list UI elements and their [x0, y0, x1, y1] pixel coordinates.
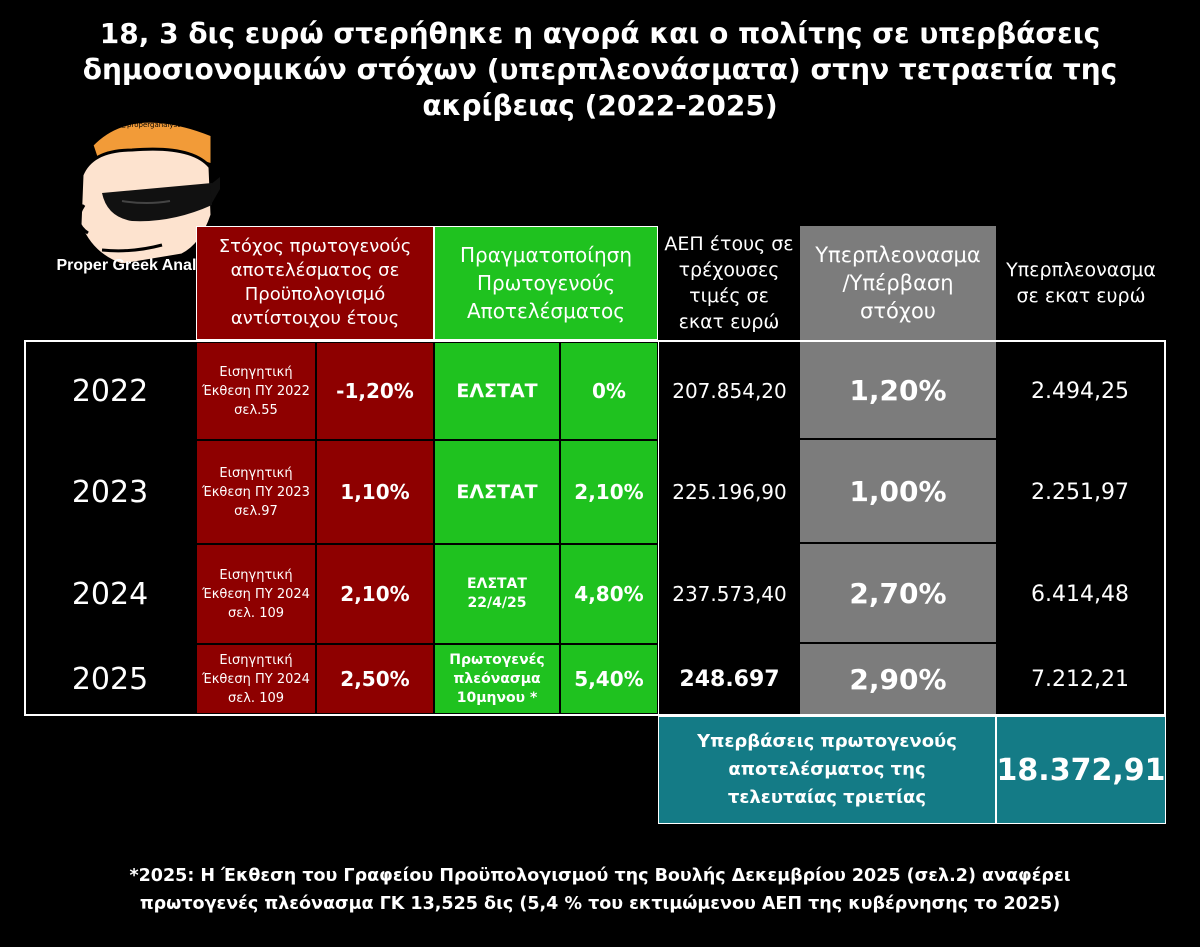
footnote-line-2: πρωτογενές πλεόνασμα ΓΚ 13,525 δις (5,4 … — [139, 894, 1061, 914]
surplus-meur-value: 2.494,25 — [996, 342, 1164, 440]
actual-value: 5,40% — [560, 644, 658, 714]
header-surplus-meur-label: Υπερπλεονασμα σε εκατ ευρώ — [1006, 259, 1156, 307]
title-line-2: δημοσιονομικών στόχων (υπερπλεονάσματα) … — [82, 53, 1118, 86]
overshoot-value: 1,00% — [800, 440, 996, 544]
target-value: 2,50% — [316, 644, 434, 714]
summary-value: 18.372,91 — [996, 752, 1166, 788]
row-year: 2022 — [26, 342, 194, 440]
actual-value: 2,10% — [560, 440, 658, 544]
logo-character-illustration: @properganalyst — [77, 114, 220, 269]
gdp-value: 207.854,20 — [658, 342, 800, 440]
surplus-meur-value: 6.414,48 — [996, 544, 1164, 644]
target-source: Εισηγητική Έκθεση ΠΥ 2024 σελ. 109 — [196, 644, 316, 714]
header-overshoot: Υπερπλεονασμα /Υπέρβαση στόχου — [800, 226, 996, 340]
target-source: Εισηγητική Έκθεση ΠΥ 2024 σελ. 109 — [196, 544, 316, 644]
summary-label-cell: Υπερβάσεις πρωτογενούς αποτελέσματος της… — [658, 716, 996, 824]
header-surplus-meur: Υπερπλεονασμα σε εκατ ευρώ — [996, 226, 1166, 340]
header-target-label: Στόχος πρωτογενούς αποτελέσματος σε Προϋ… — [218, 236, 412, 329]
target-source: Εισηγητική Έκθεση ΠΥ 2023 σελ.97 — [196, 440, 316, 544]
footnote: *2025: Η Έκθεση του Γραφείου Προϋπολογισ… — [40, 862, 1160, 918]
overshoot-value: 1,20% — [800, 342, 996, 440]
actual-source: Πρωτογενές πλεόνασμα 10μηνου * — [434, 644, 560, 714]
actual-value: 4,80% — [560, 544, 658, 644]
row-year: 2023 — [26, 440, 194, 544]
page-title: 18, 3 δις ευρώ στερήθηκε η αγορά και ο π… — [40, 16, 1160, 124]
summary-value-cell: 18.372,91 — [996, 716, 1166, 824]
header-gdp-label: ΑΕΠ έτους σε τρέχουσες τιμές σε εκατ ευρ… — [664, 233, 794, 333]
target-source: Εισηγητική Έκθεση ΠΥ 2022 σελ.55 — [196, 342, 316, 440]
actual-source: ΕΛΣΤΑΤ 22/4/25 — [434, 544, 560, 644]
target-value: 2,10% — [316, 544, 434, 644]
summary-label: Υπερβάσεις πρωτογενούς αποτελέσματος της… — [697, 731, 957, 808]
header-overshoot-label: Υπερπλεονασμα /Υπέρβαση στόχου — [815, 243, 981, 323]
overshoot-value: 2,90% — [800, 644, 996, 714]
overshoot-value: 2,70% — [800, 544, 996, 644]
actual-source: ΕΛΣΤΑΤ — [434, 440, 560, 544]
actual-value: 0% — [560, 342, 658, 440]
header-target: Στόχος πρωτογενούς αποτελέσματος σε Προϋ… — [196, 226, 434, 340]
target-value: -1,20% — [316, 342, 434, 440]
gdp-value: 237.573,40 — [658, 544, 800, 644]
footnote-line-1: *2025: Η Έκθεση του Γραφείου Προϋπολογισ… — [129, 866, 1071, 886]
header-gdp: ΑΕΠ έτους σε τρέχουσες τιμές σε εκατ ευρ… — [658, 226, 800, 340]
surplus-meur-value: 7.212,21 — [996, 644, 1164, 714]
target-value: 1,10% — [316, 440, 434, 544]
header-actual-label: Πραγματοποίηση Πρωτογενούς Αποτελέσματος — [459, 243, 632, 323]
table-border — [24, 340, 1166, 716]
logo-handle: @properganalyst — [120, 121, 180, 129]
surplus-meur-value: 2.251,97 — [996, 440, 1164, 544]
header-actual: Πραγματοποίηση Πρωτογενούς Αποτελέσματος — [434, 226, 658, 340]
title-line-3: ακρίβειας (2022-2025) — [422, 89, 778, 122]
row-year: 2025 — [26, 644, 194, 714]
logo-caption: Proper Greek Analyst — [56, 257, 220, 274]
gdp-value: 248.697 — [658, 644, 800, 714]
actual-source: ΕΛΣΤΑΤ — [434, 342, 560, 440]
row-year: 2024 — [26, 544, 194, 644]
title-line-1: 18, 3 δις ευρώ στερήθηκε η αγορά και ο π… — [99, 17, 1101, 50]
gdp-value: 225.196,90 — [658, 440, 800, 544]
